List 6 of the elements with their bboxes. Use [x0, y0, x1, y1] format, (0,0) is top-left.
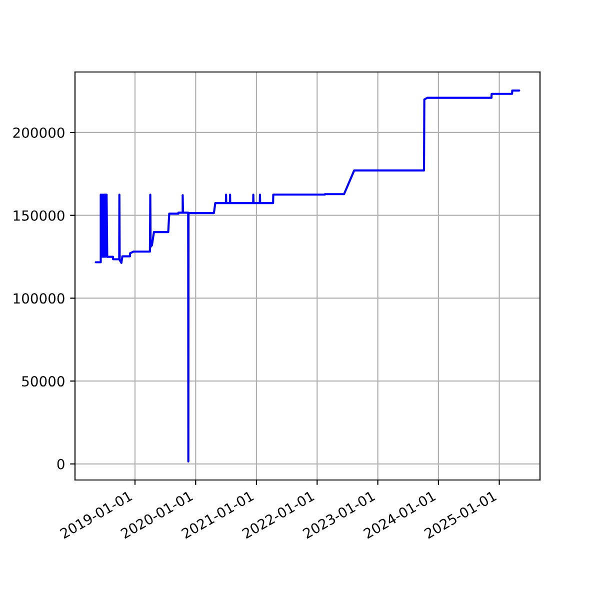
line-series	[94, 90, 520, 462]
y-tick-label: 50000	[22, 376, 64, 387]
y-tick-label: 100000	[14, 293, 64, 304]
y-tick-label: 200000	[13, 127, 64, 138]
y-tick-label: 150000	[14, 210, 64, 221]
y-tick-label: 0	[57, 458, 64, 470]
